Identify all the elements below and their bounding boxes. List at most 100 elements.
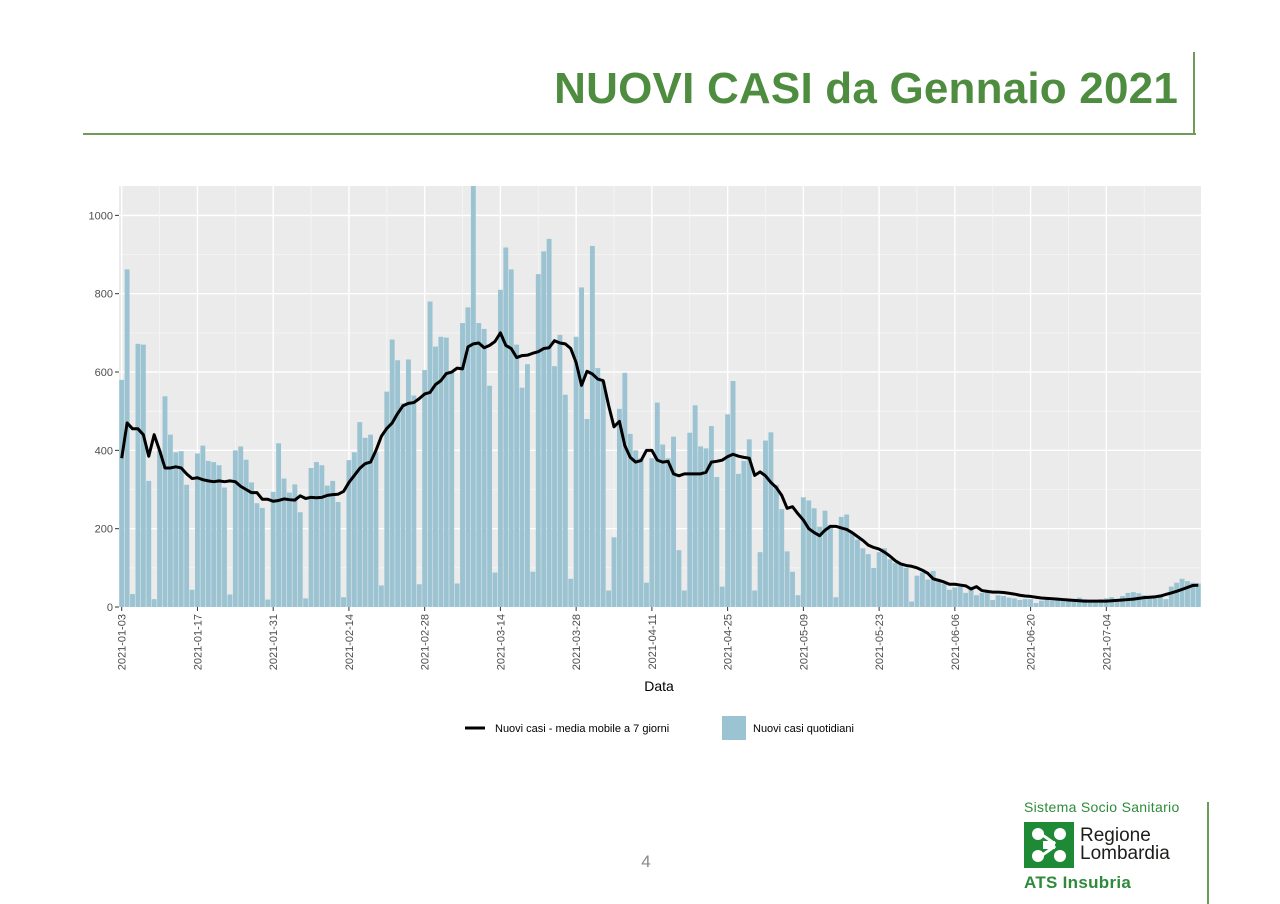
bar <box>600 381 606 607</box>
bar <box>433 346 438 607</box>
bar <box>849 532 855 607</box>
bar <box>222 487 227 607</box>
bar <box>1136 593 1142 607</box>
bar <box>157 450 163 607</box>
bar <box>211 462 217 607</box>
bar <box>443 337 449 607</box>
x-tick-label: 2021-04-11 <box>647 614 659 669</box>
bar <box>454 583 460 607</box>
bar <box>698 446 704 607</box>
bar <box>671 436 676 607</box>
bar <box>330 480 336 607</box>
bar <box>855 539 860 607</box>
bar <box>227 594 233 607</box>
bar <box>195 453 200 607</box>
bar <box>616 408 622 607</box>
agency-label: ATS Insubria <box>1024 873 1132 892</box>
bar <box>470 186 476 607</box>
bar <box>232 450 238 607</box>
bar <box>1049 600 1055 607</box>
bar <box>416 584 422 607</box>
bar <box>119 379 125 607</box>
x-tick-label: 2021-07-04 <box>1101 614 1113 670</box>
bar <box>930 570 936 607</box>
bar <box>303 598 309 607</box>
bar <box>1168 586 1174 607</box>
bar <box>708 426 714 607</box>
bar <box>703 448 709 607</box>
bar <box>519 387 525 607</box>
bar <box>1147 597 1153 607</box>
bar <box>725 414 731 607</box>
bar <box>189 589 195 607</box>
x-tick-label: 2021-03-28 <box>571 614 583 670</box>
bar <box>335 502 341 607</box>
bar <box>552 366 557 607</box>
bar <box>736 473 741 607</box>
bar <box>503 247 509 607</box>
bar <box>286 492 292 607</box>
bar <box>838 516 844 607</box>
region-name-line1: Regione <box>1080 825 1151 846</box>
bar <box>487 385 493 607</box>
bar <box>308 467 314 607</box>
page-title: NUOVI CASI da Gennaio 2021 <box>554 64 1178 113</box>
bar <box>346 460 352 607</box>
bar <box>865 554 871 607</box>
bar <box>562 394 568 607</box>
bar <box>508 269 514 607</box>
bar <box>763 440 768 607</box>
bar <box>1120 596 1125 607</box>
bar <box>460 323 465 607</box>
bar <box>757 552 763 607</box>
bar <box>1028 599 1034 607</box>
bar <box>984 591 990 607</box>
bar <box>249 482 254 607</box>
bar <box>741 460 747 607</box>
x-tick-label: 2021-01-17 <box>192 614 204 670</box>
bar <box>146 480 152 607</box>
bar <box>1038 600 1044 607</box>
bar <box>974 595 979 607</box>
x-tick-label: 2021-01-31 <box>268 614 280 670</box>
bar <box>914 575 920 607</box>
bar <box>1152 595 1158 607</box>
bar <box>806 500 812 607</box>
bar <box>411 395 417 607</box>
bar <box>692 405 698 607</box>
bar <box>795 595 801 607</box>
bar <box>1082 599 1088 607</box>
bar <box>265 599 271 607</box>
bar <box>297 512 303 607</box>
bar <box>963 592 969 607</box>
bar <box>351 452 357 607</box>
footer-vertical-rule <box>1207 802 1209 904</box>
bar <box>622 372 628 607</box>
bar <box>530 571 536 607</box>
y-tick-label: 800 <box>95 289 113 301</box>
bar <box>525 364 530 607</box>
bar <box>357 422 363 607</box>
bar <box>216 465 222 607</box>
bar <box>1157 594 1163 607</box>
bar <box>140 344 146 607</box>
bar <box>341 597 346 607</box>
title-underline <box>83 133 1196 135</box>
bar <box>979 592 985 607</box>
bar <box>1098 599 1104 607</box>
bar <box>957 586 963 607</box>
bar <box>568 578 574 607</box>
x-tick-label: 2021-02-28 <box>420 614 432 670</box>
bar <box>876 552 882 607</box>
bar <box>968 586 974 607</box>
bar <box>384 391 390 607</box>
bar <box>584 419 590 607</box>
bar <box>254 503 260 607</box>
bar <box>427 301 433 607</box>
bar <box>790 571 795 607</box>
legend-label-line: Nuovi casi - media mobile a 7 giorni <box>495 723 669 735</box>
bar <box>389 339 395 607</box>
bar <box>1185 581 1190 607</box>
bar <box>611 537 617 607</box>
y-tick-label: 200 <box>95 524 113 536</box>
